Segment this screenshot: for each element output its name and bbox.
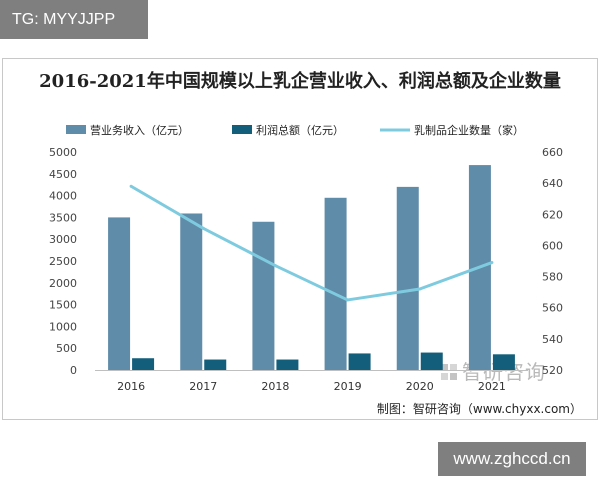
x-tick-label: 2016 [117, 380, 145, 393]
y-left-tick-label: 3500 [49, 211, 77, 224]
bar-profit-2016 [132, 358, 155, 370]
y-right-tick-label: 580 [542, 271, 563, 284]
legend-profit-label: 利润总额（亿元） [256, 123, 344, 137]
bar-revenue-2020 [396, 186, 419, 370]
y-left-tick-label: 2000 [49, 277, 77, 290]
point-enterprise-count-2018 [273, 264, 277, 268]
legend-enterprise-count-label: 乳制品企业数量（家） [414, 123, 524, 137]
point-enterprise-count-2016 [129, 184, 133, 188]
point-enterprise-count-2019 [346, 298, 350, 302]
x-tick-label: 2017 [189, 380, 217, 393]
x-tick-label: 2019 [334, 380, 362, 393]
y-left-tick-label: 4500 [49, 168, 77, 181]
y-left-tick-label: 0 [70, 364, 77, 377]
line-enterprise-count [130, 184, 493, 302]
bar-profit-2017 [204, 359, 227, 370]
y-right-tick-label: 660 [542, 146, 563, 159]
y-right-tick-label: 560 [542, 302, 563, 315]
y-left-tick-label: 5000 [49, 146, 77, 159]
y-right-tick-label: 540 [542, 333, 563, 346]
y-right-tick-label: 640 [542, 177, 563, 190]
y-left-tick-label: 2500 [49, 255, 77, 268]
legend-revenue-label: 营业务收入（亿元） [90, 123, 189, 137]
brand-logo-icon [441, 364, 457, 380]
bar-revenue-2017 [180, 213, 203, 370]
chart-credit: 制图：智研咨询（www.chyxx.com） [376, 402, 582, 416]
y-left-tick-label: 3000 [49, 233, 77, 246]
y-left-tick-label: 1000 [49, 320, 77, 333]
point-enterprise-count-2017 [201, 226, 205, 230]
bar-profit-2021 [492, 354, 515, 370]
y-right-tick-label: 600 [542, 239, 563, 252]
bar-profit-2018 [276, 359, 299, 370]
chart-title: 2016-2021年中国规模以上乳企营业收入、利润总额及企业数量 [39, 71, 561, 92]
source-tag: TG: MYYJJPP [0, 0, 148, 39]
site-watermark: www.zghccd.cn [438, 442, 586, 476]
y-right-tick-label: 620 [542, 208, 563, 221]
bar-revenue-2016 [108, 217, 131, 370]
x-tick-label: 2020 [406, 380, 434, 393]
y-right-tick-label: 520 [542, 364, 563, 377]
x-tick-label: 2021 [478, 380, 506, 393]
bar-revenue-2018 [252, 221, 275, 370]
y-left-tick-label: 500 [56, 342, 77, 355]
bar-profit-2019 [348, 353, 371, 370]
y-left-tick-label: 4000 [49, 190, 77, 203]
bar-revenue-2019 [324, 197, 347, 370]
legend-profit-swatch [232, 125, 252, 134]
y-left-tick-label: 1500 [49, 299, 77, 312]
x-tick-label: 2018 [261, 380, 289, 393]
legend-revenue-swatch [66, 125, 86, 134]
point-enterprise-count-2021 [490, 261, 494, 265]
point-enterprise-count-2020 [418, 287, 422, 291]
bar-profit-2020 [420, 352, 443, 370]
